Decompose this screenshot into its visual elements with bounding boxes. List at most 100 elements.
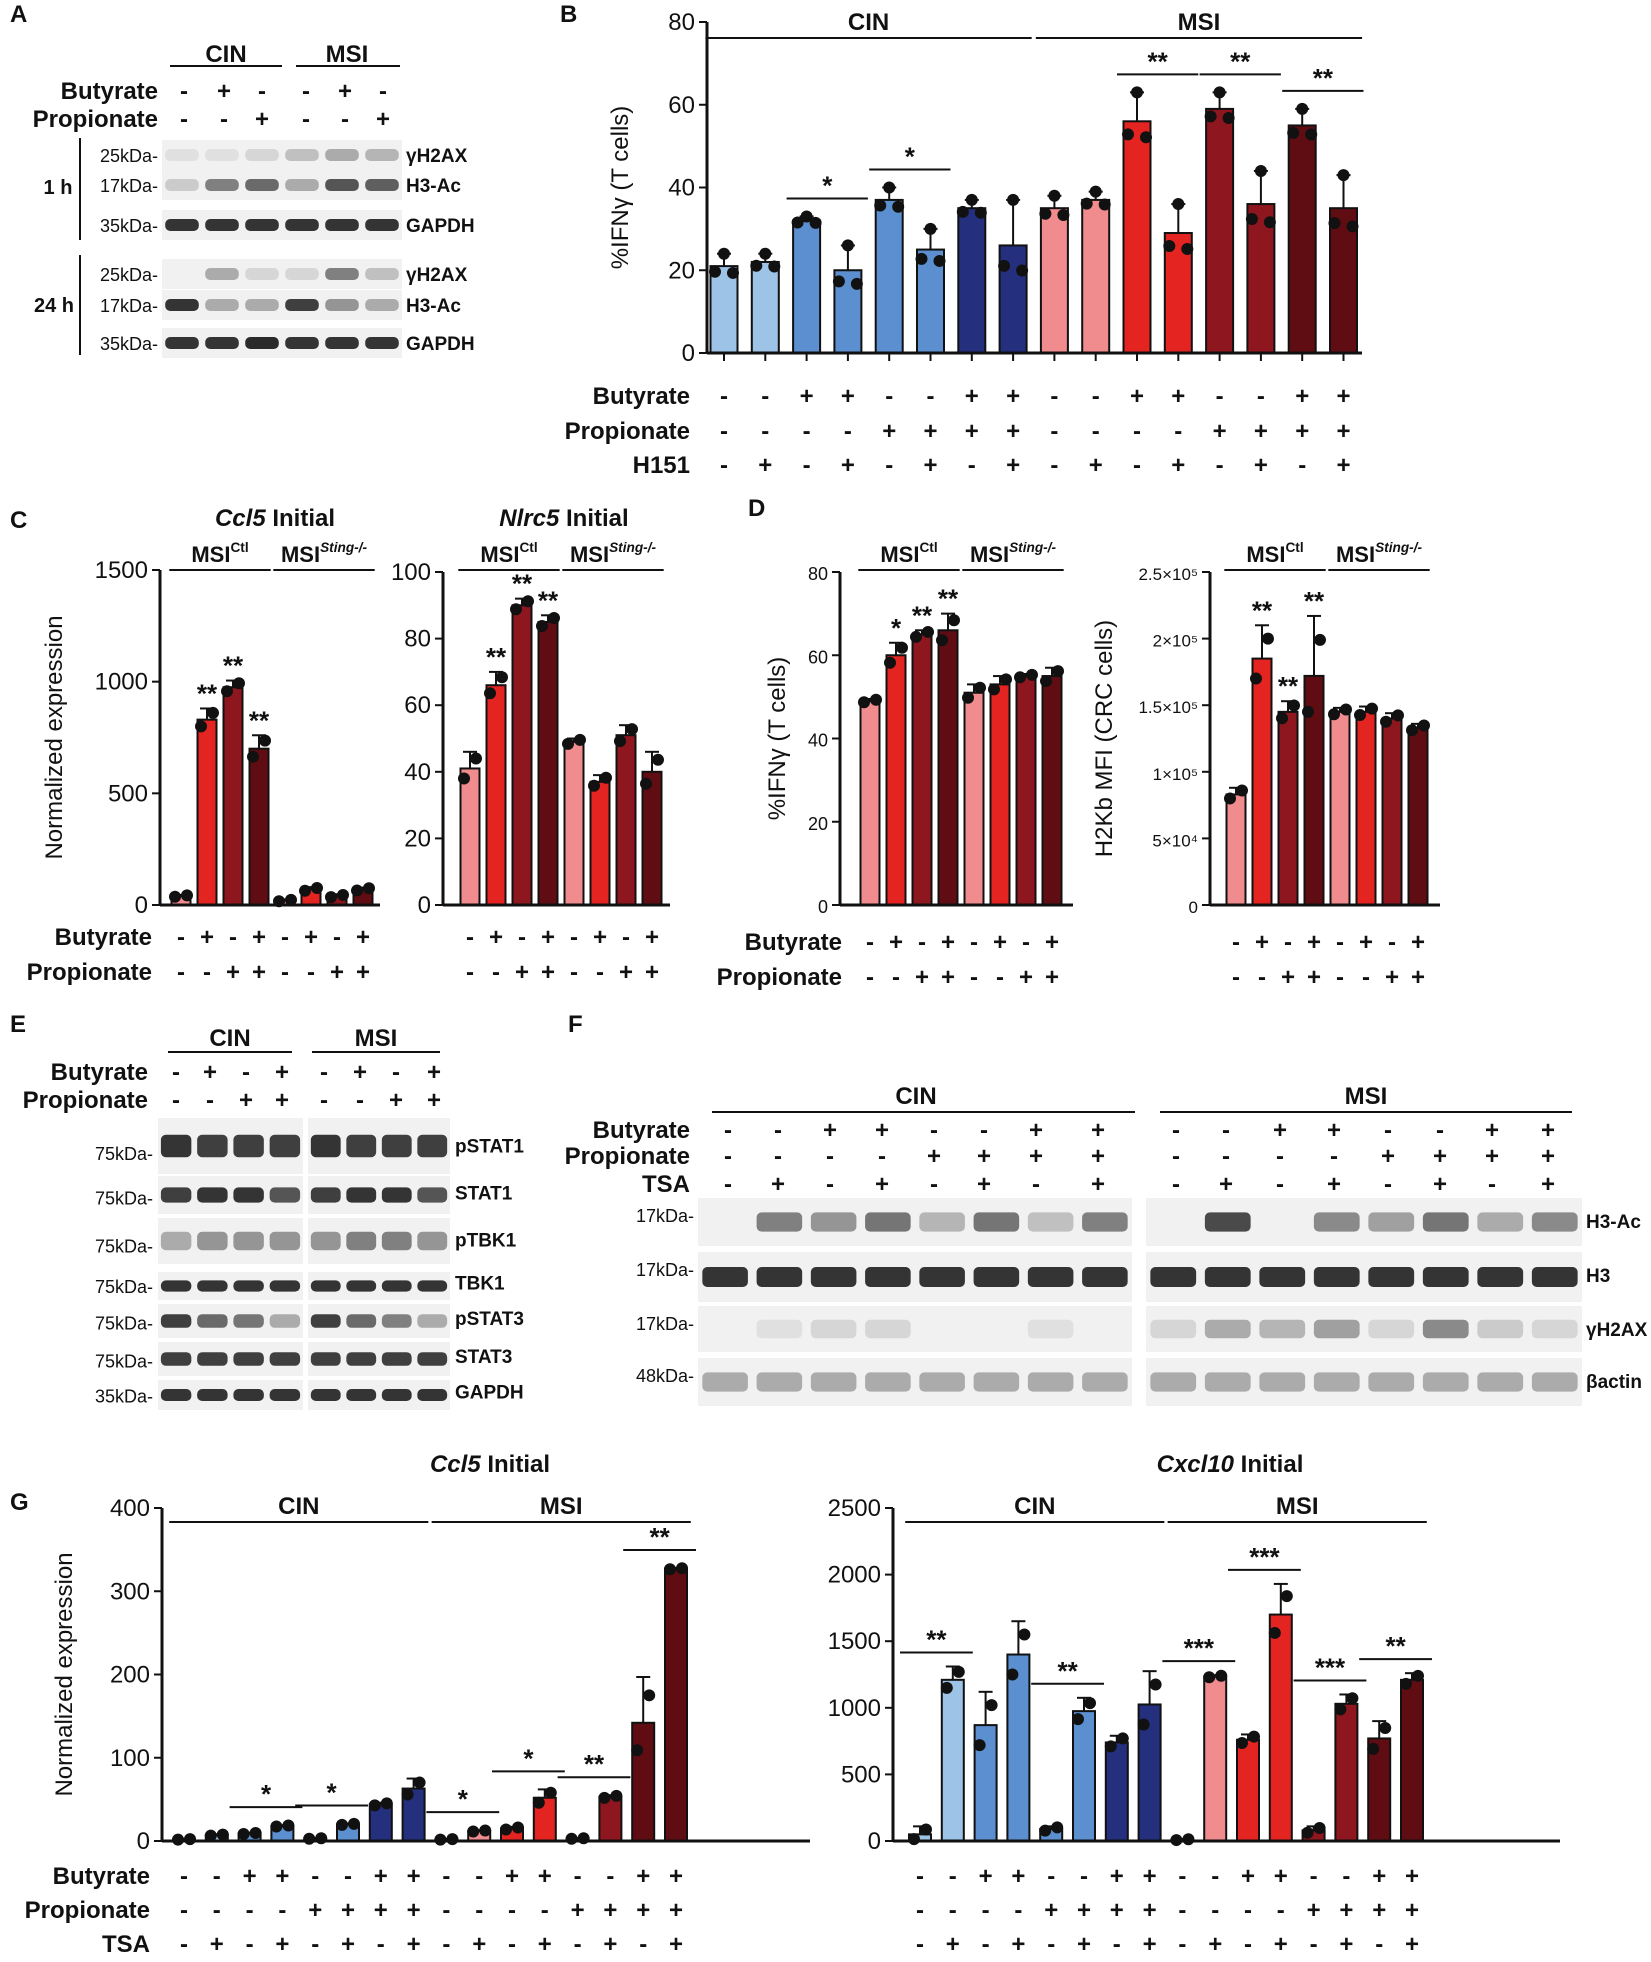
mw-label: 25kDa- — [100, 265, 158, 285]
data-point — [652, 753, 664, 766]
blot-band — [1422, 1267, 1469, 1287]
sign-1: - — [596, 959, 604, 986]
bar-G2-11 — [1268, 1613, 1293, 1843]
y-tick-label: 0 — [868, 1828, 881, 1855]
blot-band — [245, 149, 279, 161]
sign-2: + — [472, 1931, 486, 1958]
sign-1: + — [356, 959, 370, 986]
chart-C1 — [169, 677, 375, 908]
data-point — [1080, 197, 1093, 210]
data-point — [759, 247, 772, 260]
sign: + — [338, 78, 352, 105]
blot-band — [197, 1231, 228, 1251]
data-point — [1006, 1668, 1019, 1681]
data-point — [910, 630, 922, 643]
mw-label: 75kDa- — [95, 1144, 153, 1164]
sign-0: - — [333, 924, 341, 951]
blot-band — [417, 1352, 448, 1366]
data-point — [750, 259, 763, 272]
data-point — [626, 723, 638, 736]
data-point — [1213, 86, 1226, 99]
data-point — [207, 706, 219, 719]
blot-band — [1477, 1212, 1524, 1232]
y-tick-label: 2000 — [828, 1562, 881, 1589]
panel-letter-D: D — [748, 495, 765, 522]
blot-E-row — [158, 1304, 303, 1338]
sign: - — [302, 106, 310, 133]
sign-0: - — [720, 383, 728, 410]
group-label: CIN — [848, 9, 889, 36]
sign-2: + — [1006, 452, 1020, 479]
sign-0: - — [885, 383, 893, 410]
blot-band — [205, 268, 239, 280]
data-point — [446, 1833, 459, 1846]
mw-label: 75kDa- — [95, 1277, 153, 1297]
sign-0: - — [1092, 383, 1100, 410]
bar-D2-4 — [1329, 710, 1351, 906]
data-point — [631, 1744, 644, 1757]
sign-0: + — [1130, 383, 1144, 410]
sign-2: + — [210, 1931, 224, 1958]
sign-2: - — [1375, 1931, 1383, 1958]
sign-1: + — [1307, 1897, 1321, 1924]
time-label: 1 h — [44, 177, 73, 199]
band-label: H3-Ac — [1586, 1212, 1641, 1233]
blot-band — [269, 1134, 301, 1158]
bar-C1-2 — [222, 686, 244, 906]
sign-2: + — [1011, 1931, 1025, 1958]
blot-band — [269, 1314, 301, 1328]
blot-band — [205, 179, 239, 191]
sign-1: - — [492, 959, 500, 986]
sign-2: - — [982, 1931, 990, 1958]
sign-0: + — [407, 1863, 421, 1890]
data-point — [233, 677, 245, 690]
data-point — [1313, 1821, 1326, 1834]
data-point — [1057, 209, 1070, 222]
sign-2: - — [180, 1931, 188, 1958]
blot-band — [245, 179, 279, 191]
sign-1: - — [892, 964, 900, 991]
y-tick-label: 1×10⁵ — [1153, 765, 1198, 784]
data-point — [936, 634, 948, 647]
bar-C2-6 — [615, 734, 637, 906]
data-point — [709, 265, 721, 278]
sign-2: + — [275, 1931, 289, 1958]
row-label: Butyrate — [61, 78, 158, 105]
y-tick-label: 2×10⁵ — [1153, 632, 1198, 651]
blot-band — [1027, 1372, 1074, 1392]
row-label: Butyrate — [53, 1863, 150, 1890]
blot-band — [365, 268, 399, 280]
blot-band — [417, 1389, 448, 1401]
data-point — [325, 891, 337, 904]
data-point — [1366, 702, 1378, 715]
blot-E-row — [158, 1380, 303, 1410]
data-point — [1163, 240, 1176, 253]
data-point — [988, 683, 1000, 696]
sign: - — [724, 1143, 732, 1170]
blot-F-row — [1146, 1306, 1582, 1352]
sign-1: - — [1232, 964, 1240, 991]
sign-1: + — [308, 1897, 322, 1924]
sign-1: + — [341, 1897, 355, 1924]
y-axis-label: Normalized expression — [51, 1552, 78, 1796]
sign-0: - — [1178, 1863, 1186, 1890]
blot-band — [1477, 1319, 1524, 1339]
sign-2: + — [1077, 1931, 1091, 1958]
data-point — [1131, 86, 1143, 99]
sign: - — [1488, 1171, 1496, 1198]
band-label: γH2AX — [406, 265, 468, 286]
blot-E-row — [158, 1118, 303, 1174]
data-point — [1072, 1713, 1084, 1726]
sign: + — [1219, 1171, 1233, 1198]
sign: - — [930, 1117, 938, 1144]
significance-star: * — [822, 170, 833, 200]
data-point — [363, 882, 375, 895]
data-point — [974, 206, 987, 219]
sign-0: - — [213, 1863, 221, 1890]
sign-0: + — [1171, 383, 1185, 410]
sign: - — [1222, 1117, 1230, 1144]
sign-0: + — [252, 924, 266, 951]
sign-1: + — [1385, 964, 1399, 991]
data-point — [195, 720, 207, 733]
blot-band — [197, 1134, 228, 1158]
